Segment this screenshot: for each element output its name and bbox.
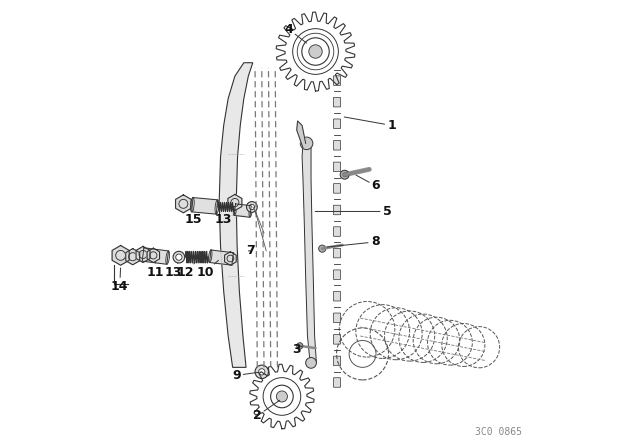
Polygon shape [234,204,252,217]
Text: 7: 7 [246,244,255,258]
FancyBboxPatch shape [333,335,340,344]
FancyBboxPatch shape [333,184,340,193]
Ellipse shape [215,200,219,214]
Text: 2: 2 [253,401,280,422]
FancyBboxPatch shape [333,356,340,366]
Text: 12: 12 [177,263,195,279]
Circle shape [276,391,287,402]
FancyBboxPatch shape [333,227,340,236]
Text: 15: 15 [185,210,202,226]
Text: 14: 14 [111,268,129,293]
Circle shape [246,202,257,212]
FancyBboxPatch shape [333,162,340,172]
Ellipse shape [234,204,236,215]
Ellipse shape [209,250,212,263]
Text: 4: 4 [284,22,307,43]
Polygon shape [297,121,306,148]
FancyBboxPatch shape [333,205,340,215]
FancyBboxPatch shape [333,76,340,86]
Ellipse shape [191,198,194,212]
FancyBboxPatch shape [333,270,340,280]
Polygon shape [136,246,150,263]
Text: 3C0 0865: 3C0 0865 [475,427,522,437]
Circle shape [306,358,316,368]
Text: 10: 10 [196,260,218,279]
Circle shape [340,170,349,179]
Polygon shape [112,246,129,265]
Polygon shape [228,194,242,211]
Polygon shape [220,63,253,367]
FancyBboxPatch shape [333,378,340,387]
Text: 13: 13 [164,263,182,279]
Text: 1: 1 [344,117,396,132]
Text: 5: 5 [315,205,392,218]
Circle shape [300,137,313,150]
Ellipse shape [141,248,145,261]
Text: 13: 13 [215,209,235,226]
Circle shape [176,254,182,260]
Polygon shape [225,252,236,265]
FancyBboxPatch shape [333,97,340,107]
FancyBboxPatch shape [333,248,340,258]
FancyBboxPatch shape [333,292,340,301]
Polygon shape [175,195,191,213]
FancyBboxPatch shape [333,141,340,150]
Polygon shape [302,143,316,363]
Polygon shape [191,198,218,214]
Ellipse shape [249,206,252,217]
Ellipse shape [166,251,170,264]
Circle shape [297,343,303,349]
Circle shape [255,365,269,379]
Text: 3: 3 [292,343,303,356]
Polygon shape [142,248,168,264]
Circle shape [173,251,185,263]
Text: 11: 11 [147,263,164,279]
Ellipse shape [231,253,234,265]
Circle shape [319,245,326,252]
Polygon shape [209,250,234,265]
Text: 8: 8 [327,235,380,249]
FancyBboxPatch shape [333,313,340,323]
FancyBboxPatch shape [333,119,340,129]
Text: 9: 9 [232,369,259,382]
Circle shape [309,45,322,58]
Polygon shape [125,249,140,265]
Polygon shape [147,248,159,263]
Text: 6: 6 [356,175,380,193]
Circle shape [259,369,265,375]
Circle shape [249,204,255,210]
